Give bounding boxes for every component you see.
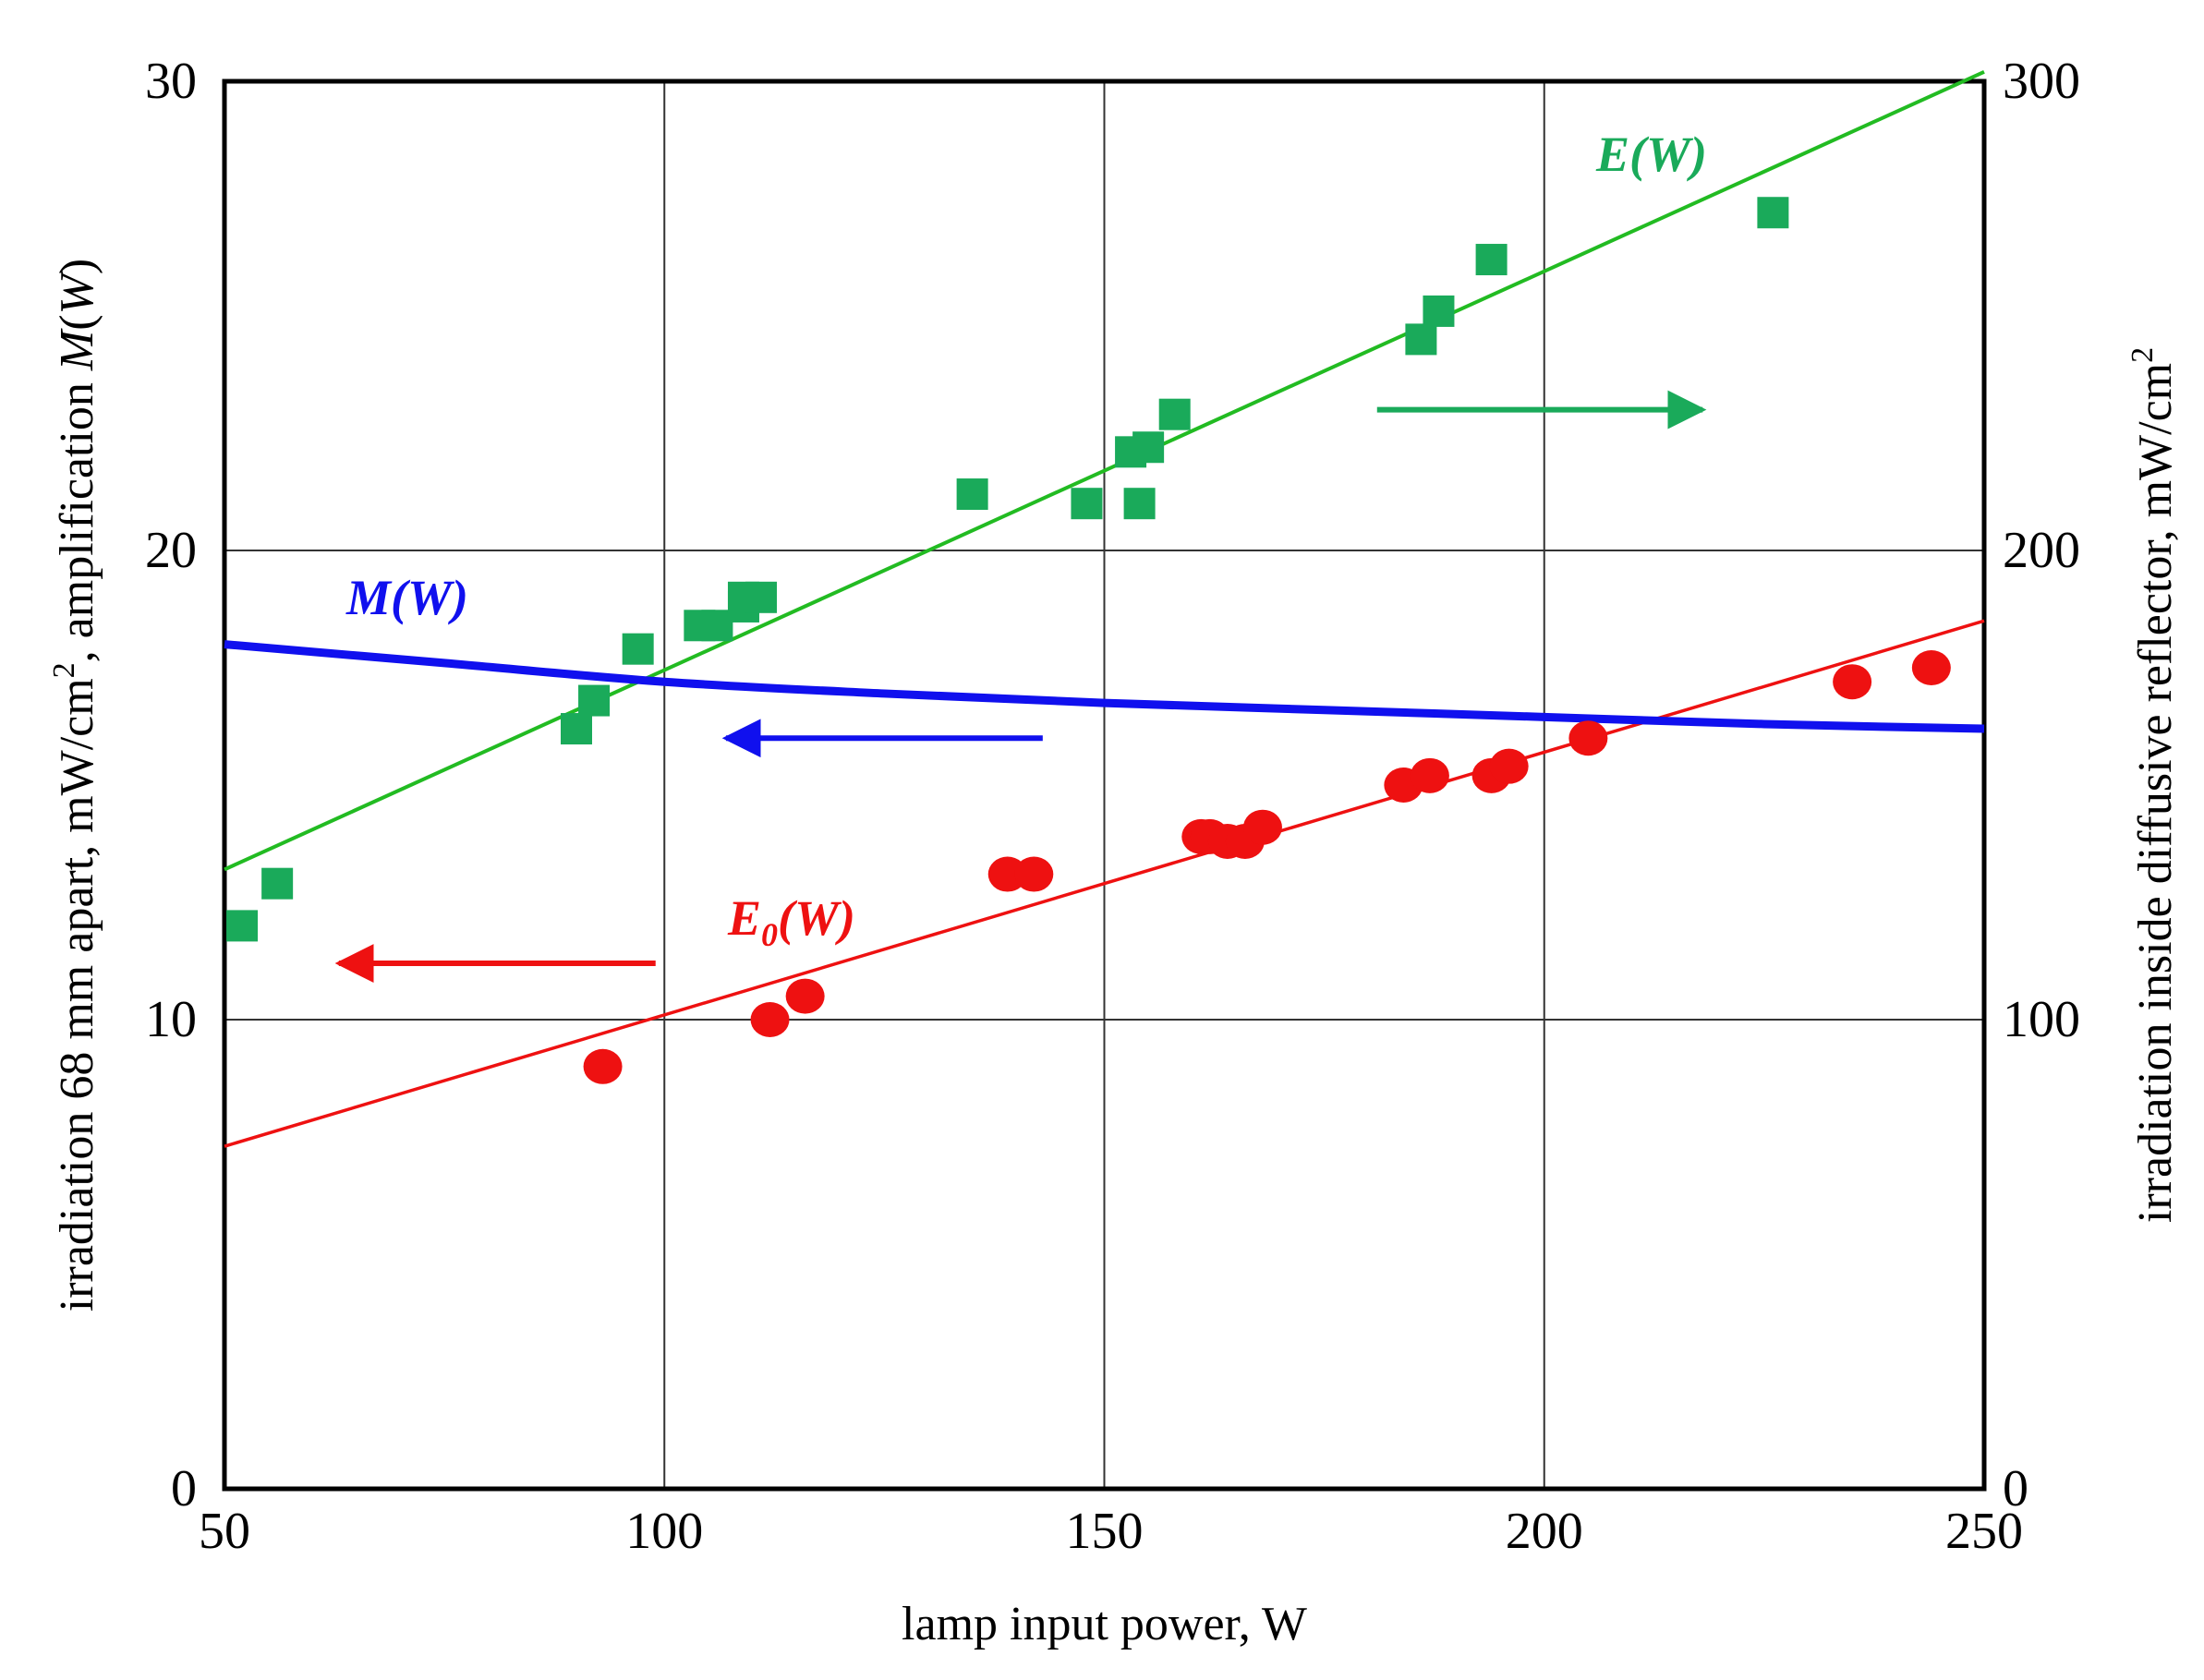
e-data-point [561, 713, 592, 745]
x-axis-title: lamp input power, W [902, 1598, 1307, 1650]
m-curve-layer [224, 640, 1985, 733]
y-left-title-sup: 2 [47, 662, 81, 678]
series-label-m-main: M [345, 570, 393, 625]
series-label-m: M(W) [345, 570, 468, 625]
e-data-point [1158, 398, 1191, 430]
x-tick-label: 200 [1506, 1503, 1583, 1560]
e-data-point [1132, 431, 1165, 464]
e-data-point [1475, 244, 1508, 276]
y-left-title-var: W [51, 270, 103, 314]
y-left-title-paren-close: ) [51, 259, 103, 274]
e-data-point [1757, 197, 1789, 229]
e-data-point [1071, 488, 1103, 520]
x-tick-label: 250 [1945, 1503, 2023, 1560]
series-label-e-arg: (W) [1629, 127, 1707, 182]
y-left-title-main: irradiation 68 mm apart, mW/cm [51, 678, 103, 1311]
y-right-tick-label: 0 [2003, 1460, 2028, 1517]
y-left-tick-label: 10 [145, 991, 197, 1048]
e-data-point [261, 867, 294, 900]
series-label-e0: E0(W) [727, 890, 855, 953]
x-tick-label: 100 [625, 1503, 703, 1560]
y-left-title-suffix: , amplification [51, 370, 103, 662]
e-data-point [1123, 488, 1156, 520]
e-data-point [1405, 323, 1437, 356]
y-right-tick-label: 300 [2003, 53, 2080, 110]
series-label-e0-arg: (W) [778, 890, 855, 946]
e0-data-point [1568, 720, 1608, 756]
y-left-tick-label: 20 [145, 522, 197, 579]
y-left-title-paren-open: ( [51, 314, 103, 330]
series-label-e0-sub: 0 [761, 916, 778, 953]
e-data-point [956, 478, 988, 511]
e0-data-point [785, 978, 825, 1014]
e0-data-point [1242, 809, 1282, 845]
e-data-point [1423, 295, 1455, 327]
e-data-point [622, 633, 654, 665]
e-data-point [578, 684, 611, 717]
e0-data-point [1014, 856, 1054, 892]
y-left-tick-label: 30 [145, 53, 197, 110]
axis-arrows [334, 390, 1707, 984]
plot-frame [222, 79, 1987, 1492]
fit-lines [224, 70, 1985, 1148]
e0-markers [583, 650, 1951, 1084]
e0-fit-line [224, 619, 1985, 1148]
y-right-tick-label: 200 [2003, 522, 2080, 579]
e0-data-point [1410, 757, 1449, 793]
e0-data-point [750, 1002, 790, 1037]
x-tick-label: 50 [199, 1503, 250, 1560]
series-label-e-main: E [1595, 127, 1629, 182]
e-data-point [226, 910, 259, 942]
series-label-e: E(W) [1595, 127, 1707, 182]
y-right-tick-label: 100 [2003, 991, 2080, 1048]
e0-data-point [1833, 664, 1872, 700]
m-curve [224, 640, 1985, 733]
y-left-tick-label: 0 [171, 1460, 197, 1517]
plot-border [222, 79, 1987, 1492]
e0-data-point [1911, 650, 1951, 685]
y-right-title-sup: 2 [2125, 347, 2160, 363]
series-label-m-arg: (W) [391, 570, 468, 625]
e0-data-point [1489, 748, 1529, 784]
x-tick-label: 150 [1066, 1503, 1144, 1560]
y-left-title-italic: M [51, 328, 103, 371]
e-data-point [701, 610, 733, 642]
series-label-e0-main: E [727, 890, 761, 946]
e-fit-line [224, 70, 1985, 872]
y-axis-left-title: irradiation 68 mm apart, mW/cm2, amplifi… [47, 259, 103, 1311]
e-data-point [745, 581, 778, 613]
y-right-title-main: irradiation inside diffusive reflector, … [2129, 363, 2182, 1223]
y-axis-right-title: irradiation inside diffusive reflector, … [2125, 347, 2182, 1223]
e-markers [226, 197, 1789, 942]
grid-lines [224, 81, 1984, 1489]
e0-data-point [583, 1048, 623, 1084]
